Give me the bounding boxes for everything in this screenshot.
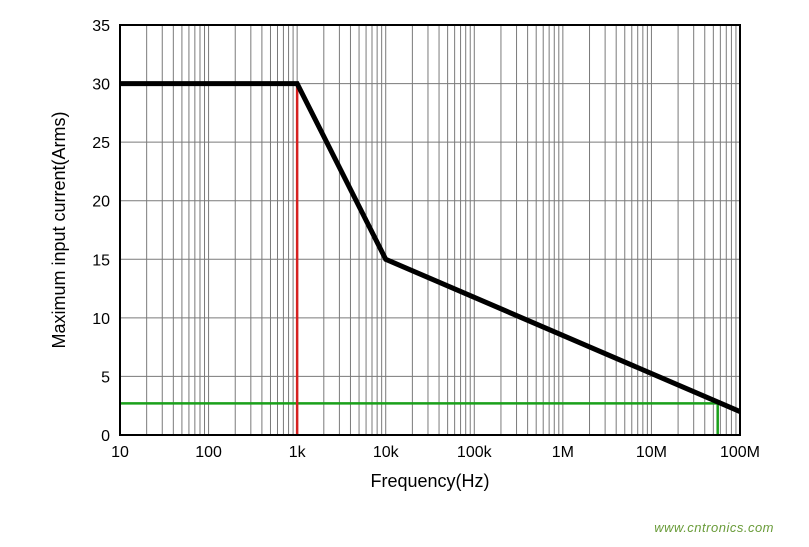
svg-text:Maximum input current(Arms): Maximum input current(Arms) [49, 111, 69, 348]
svg-text:100: 100 [195, 444, 222, 461]
svg-text:Frequency(Hz): Frequency(Hz) [370, 471, 489, 491]
svg-text:0: 0 [101, 428, 110, 445]
svg-text:15: 15 [92, 252, 110, 269]
svg-text:100k: 100k [457, 444, 493, 461]
svg-text:35: 35 [92, 18, 110, 35]
watermark-text: www.cntronics.com [654, 520, 774, 535]
svg-text:10k: 10k [373, 444, 400, 461]
svg-text:10M: 10M [636, 444, 667, 461]
svg-text:1k: 1k [289, 444, 307, 461]
svg-text:30: 30 [92, 77, 110, 94]
chart-container: 0 5 10 15 20 25 30 35 10 100 1k 10k 100k 1M 10M 100M Fre… [40, 15, 760, 505]
chart-svg: 0 5 10 15 20 25 30 35 10 100 1k 10k 100k 1M 10M 100M Fre… [40, 15, 760, 505]
svg-text:5: 5 [101, 369, 110, 386]
svg-text:100M: 100M [720, 444, 760, 461]
svg-text:10: 10 [92, 311, 110, 328]
svg-text:1M: 1M [552, 444, 574, 461]
svg-text:25: 25 [92, 135, 110, 152]
svg-text:10: 10 [111, 444, 129, 461]
svg-text:20: 20 [92, 194, 110, 211]
